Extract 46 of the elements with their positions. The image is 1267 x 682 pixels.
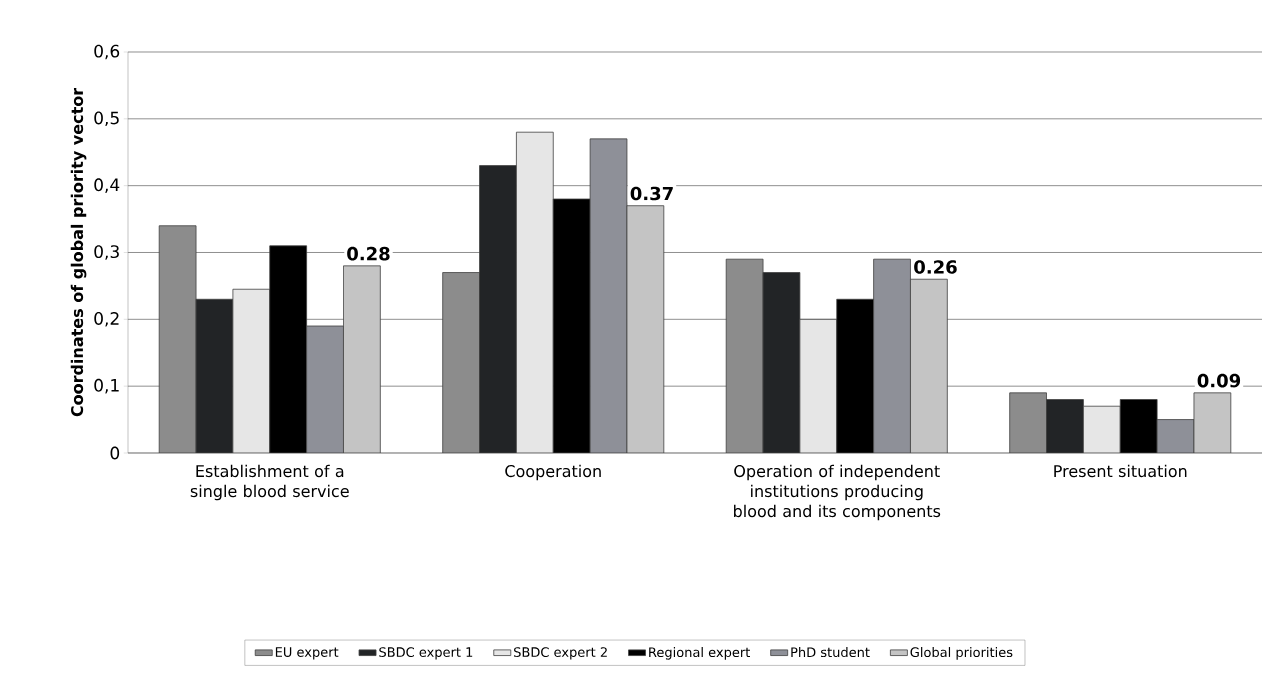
y-tick-label: 0 bbox=[110, 446, 120, 460]
data-label: 0.09 bbox=[1197, 373, 1241, 388]
legend-label: SBDC expert 2 bbox=[514, 647, 607, 660]
y-tick-label: 0,1 bbox=[94, 378, 119, 394]
bar bbox=[195, 298, 234, 453]
bar bbox=[552, 198, 591, 453]
legend-label: EU expert bbox=[275, 647, 339, 660]
bar bbox=[1193, 392, 1232, 453]
bar bbox=[626, 205, 665, 453]
y-tick-label: 0,6 bbox=[94, 44, 120, 60]
bar bbox=[1009, 392, 1047, 453]
data-label: 0.28 bbox=[347, 246, 390, 261]
y-tick-label: 0,3 bbox=[94, 245, 119, 260]
bar bbox=[762, 272, 801, 453]
bar bbox=[873, 258, 911, 453]
bar bbox=[589, 138, 628, 453]
bar bbox=[1046, 399, 1084, 453]
bar bbox=[799, 318, 838, 453]
x-tick-label: Cooperation bbox=[505, 464, 601, 481]
bar bbox=[1156, 419, 1195, 453]
bar bbox=[442, 272, 480, 453]
bar bbox=[725, 258, 764, 453]
bar bbox=[479, 165, 517, 453]
legend-label: PhD student bbox=[791, 647, 870, 658]
bar bbox=[836, 298, 875, 453]
x-tick-label: Present situation bbox=[1054, 464, 1187, 478]
bar bbox=[306, 325, 344, 453]
y-tick-label: 0,5 bbox=[94, 111, 119, 127]
data-label: 0.37 bbox=[630, 186, 673, 201]
bar bbox=[269, 245, 308, 453]
bar bbox=[516, 131, 554, 453]
data-label: 0.26 bbox=[914, 260, 957, 274]
bar bbox=[343, 265, 381, 453]
legend-label: SBDC expert 1 bbox=[379, 647, 473, 660]
bar bbox=[910, 278, 948, 453]
legend-label: Global priorities bbox=[910, 647, 1013, 660]
y-tick-label: 0,2 bbox=[94, 312, 119, 327]
y-axis-title: Coordinates of global priority vector bbox=[70, 87, 87, 417]
bar bbox=[232, 288, 271, 453]
x-tick-label: Establishment of a single blood service bbox=[190, 464, 349, 501]
legend-label: Regional expert bbox=[649, 647, 750, 660]
x-tick-label: Operation of independent institutions producing blood and its components bbox=[734, 464, 941, 521]
bar bbox=[1119, 399, 1158, 453]
bar bbox=[158, 225, 197, 453]
y-tick-label: 0,4 bbox=[94, 178, 120, 193]
bar bbox=[1083, 405, 1121, 453]
